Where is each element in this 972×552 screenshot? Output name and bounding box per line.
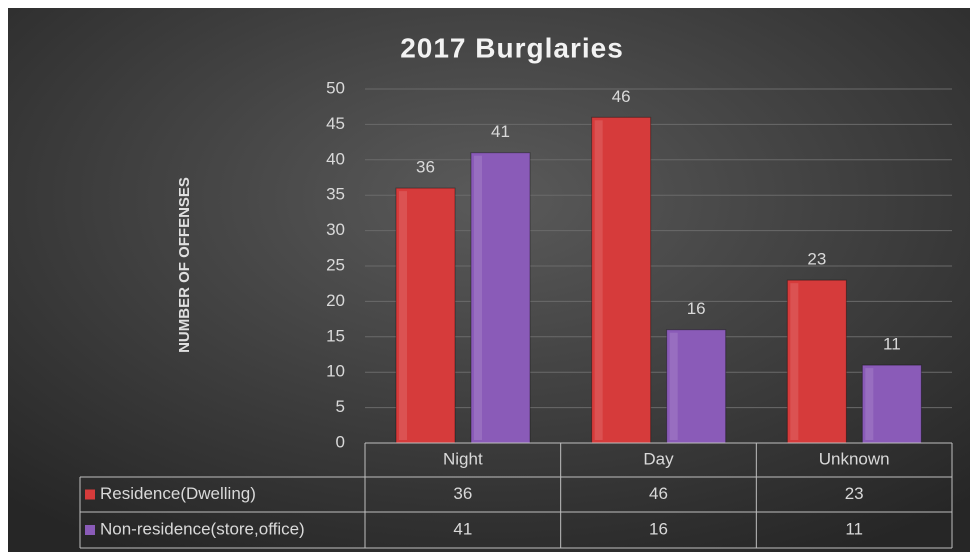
bar-highlight <box>790 283 799 440</box>
data-label: 23 <box>807 250 826 269</box>
bar-highlight <box>399 191 407 440</box>
y-axis-title: NUMBER OF OFFENSES <box>176 177 193 353</box>
y-tick-label: 35 <box>326 185 345 204</box>
table-value: 41 <box>453 519 472 538</box>
table-value: 11 <box>845 519 863 538</box>
data-label: 36 <box>416 158 435 177</box>
y-tick-label: 0 <box>336 432 345 451</box>
bar-highlight <box>865 368 874 440</box>
legend-label: Non-residence(store,office) <box>100 519 305 538</box>
table-value: 23 <box>845 484 864 503</box>
y-tick-label: 45 <box>326 114 345 133</box>
chart-title: 2017 Burglaries <box>400 32 624 63</box>
y-tick-label: 40 <box>326 149 345 168</box>
data-label: 11 <box>883 335 901 354</box>
legend-key <box>85 489 95 500</box>
bar <box>470 152 531 444</box>
bar-highlight <box>594 120 603 440</box>
data-label: 41 <box>491 122 510 141</box>
y-tick-label: 20 <box>326 291 345 310</box>
x-tick-label: Day <box>643 449 674 468</box>
bar <box>395 187 456 444</box>
table-value: 16 <box>649 519 668 538</box>
legend-label: Residence(Dwelling) <box>100 484 256 503</box>
y-tick-label: 25 <box>326 255 345 274</box>
bar <box>861 364 922 444</box>
bar <box>666 329 727 444</box>
bar-highlight <box>474 155 482 440</box>
x-tick-label: Unknown <box>819 449 890 468</box>
bar <box>591 116 652 444</box>
data-label: 16 <box>687 299 706 318</box>
y-tick-label: 15 <box>326 326 345 345</box>
y-tick-label: 50 <box>326 78 345 97</box>
x-tick-label: Night <box>443 449 483 468</box>
table-value: 46 <box>649 484 668 503</box>
table-value: 36 <box>453 484 472 503</box>
bar-highlight <box>669 332 678 440</box>
y-tick-label: 30 <box>326 220 345 239</box>
y-tick-label: 5 <box>336 397 345 416</box>
bar <box>786 279 847 444</box>
legend-key <box>85 525 95 535</box>
y-tick-label: 10 <box>326 362 345 381</box>
data-label: 46 <box>612 87 631 106</box>
